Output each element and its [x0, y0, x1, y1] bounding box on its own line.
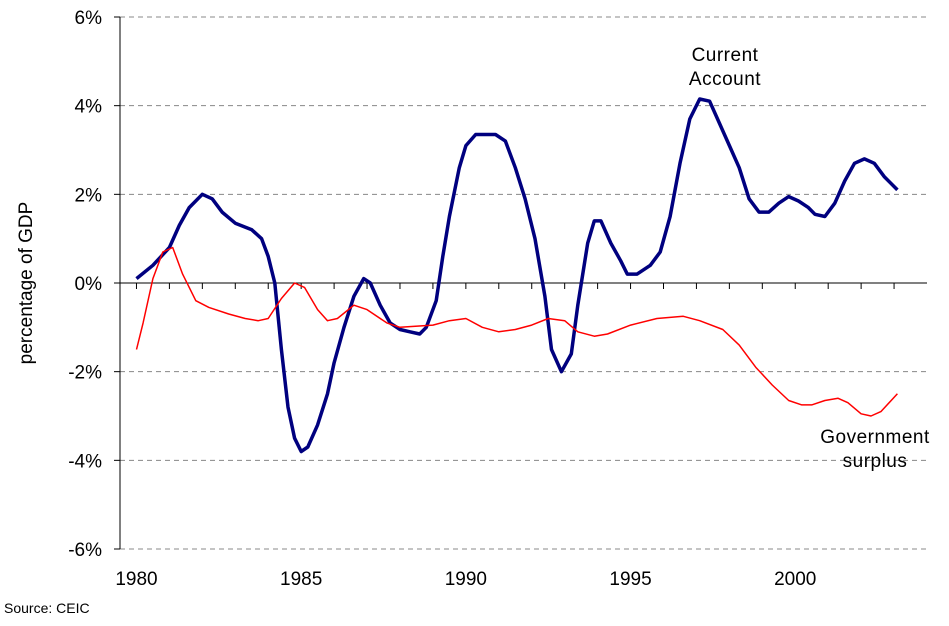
series-label: Current Account: [688, 45, 762, 90]
series-label: Government surplus: [820, 427, 930, 472]
series-line: [135, 97, 899, 454]
x-tick-label: 1980: [115, 569, 157, 590]
source-note: Source: CEIC: [4, 600, 90, 616]
y-tick-label: -2%: [68, 363, 102, 384]
y-tick-label: 6%: [75, 8, 103, 29]
series-line: [135, 246, 898, 417]
y-tick-label: 2%: [75, 185, 103, 206]
x-tick-label: 2000: [774, 569, 816, 590]
y-tick-label: -6%: [68, 540, 102, 561]
y-tick-label: -4%: [68, 451, 102, 472]
y-tick-label: 4%: [75, 97, 103, 118]
y-axis-label: percentage of GDP: [16, 202, 37, 365]
x-tick-label: 1990: [445, 569, 487, 590]
y-tick-label: 0%: [75, 274, 103, 295]
x-tick-label: 1985: [280, 569, 322, 590]
x-tick-label: 1995: [609, 569, 651, 590]
